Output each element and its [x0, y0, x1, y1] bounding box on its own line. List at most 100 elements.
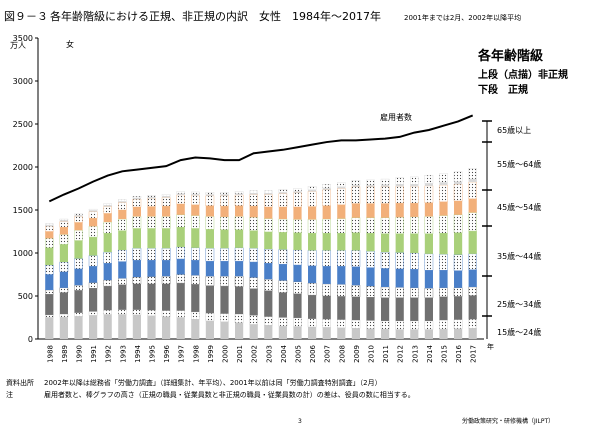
bar-segment — [205, 195, 215, 206]
bar-segment — [235, 261, 244, 277]
legend-line2: 下段 正規 — [478, 83, 528, 96]
bar-segment — [162, 228, 171, 249]
bar-segment — [132, 216, 142, 229]
bar-segment — [89, 237, 98, 256]
bar-segment — [45, 225, 54, 227]
x-tick-label: 1989 — [61, 345, 69, 363]
bar-segment — [176, 246, 185, 260]
bar-segment — [395, 177, 404, 185]
bar-segment — [410, 297, 419, 321]
bar-segment — [45, 223, 54, 226]
bar-segment — [220, 195, 229, 207]
bar-segment — [205, 216, 215, 230]
bar-segment — [74, 230, 83, 241]
bar-segment — [176, 310, 185, 318]
bar-segment — [89, 315, 98, 339]
bar-segment — [453, 287, 463, 297]
bar-segment — [74, 258, 83, 270]
bar-segment — [366, 285, 375, 298]
bar-segment — [235, 205, 244, 217]
x-tick-label: 1996 — [163, 344, 171, 362]
x-tick-label: 2001 — [236, 345, 244, 363]
bar-segment — [176, 259, 185, 275]
bar-segment — [45, 294, 54, 315]
bar-segment — [351, 180, 361, 186]
bar-segment — [205, 261, 214, 277]
bar-segment — [118, 284, 127, 310]
x-tick-label: 1994 — [134, 344, 142, 362]
x-tick-label: 2003 — [265, 345, 273, 363]
bar-segment — [278, 232, 287, 250]
x-tick-label: 1988 — [46, 345, 54, 363]
bar-segment — [468, 181, 477, 200]
bar-segment — [337, 188, 346, 206]
bar-segment — [454, 200, 463, 215]
y-tick-label: 3000 — [13, 77, 33, 86]
bar-segment — [351, 250, 361, 267]
bar-segment — [264, 316, 273, 326]
bar-segment — [74, 213, 83, 216]
bar-segment — [439, 296, 448, 321]
bar-segment — [366, 297, 375, 321]
note-text: 雇用者数と、棒グラフの高さ（正規の職員・従業員数と非正規の職員・従業員数の計）の… — [44, 390, 415, 399]
y-tick-label: 0 — [28, 335, 33, 344]
bar-segment — [366, 186, 375, 204]
bar-segment — [220, 206, 229, 217]
y-tick-label: 1500 — [13, 206, 33, 215]
bar-segment — [45, 274, 54, 290]
bar-segment — [147, 198, 156, 207]
x-tick-label: 2010 — [368, 345, 376, 363]
bar-segment — [278, 249, 288, 265]
bar-segment — [89, 266, 98, 283]
bar-segment — [132, 248, 142, 261]
bar-segment — [249, 190, 258, 194]
bar-segment — [439, 329, 448, 339]
x-tick-label: 2006 — [309, 344, 317, 362]
bar-segment — [103, 233, 112, 253]
bar-segment — [410, 329, 419, 339]
bar-segment — [45, 264, 54, 275]
x-tick-label: 1999 — [207, 345, 215, 363]
bar-segment — [205, 320, 214, 339]
bar-segment — [381, 203, 390, 218]
bar-segment — [424, 233, 433, 254]
bar-segment — [45, 314, 54, 318]
bar-segment — [249, 248, 258, 263]
bar-segment — [45, 226, 54, 232]
y-tick-label: 3500 — [13, 34, 33, 43]
bar-segment — [307, 250, 317, 267]
bar-segment — [205, 285, 214, 314]
bar-segment — [453, 214, 463, 233]
bar-segment — [410, 203, 419, 217]
bar-segment — [249, 217, 258, 231]
bar-segment — [220, 216, 229, 230]
bar-segment — [161, 248, 171, 261]
bar-segment — [410, 184, 419, 187]
x-tick-label: 2002 — [251, 345, 259, 363]
bar-segment — [381, 329, 390, 339]
bar-segment — [337, 296, 346, 320]
bar-segment — [424, 185, 434, 203]
panel-label: 女 — [66, 39, 74, 49]
bar-segment — [220, 276, 229, 287]
page-number: 3 — [298, 418, 302, 425]
bar-segment — [264, 193, 273, 195]
bar-segment — [322, 233, 331, 251]
bar-segment — [220, 194, 229, 196]
bar-segment — [424, 320, 434, 330]
bar-segment — [103, 286, 112, 311]
bar-segment — [162, 316, 171, 339]
bar-segment — [293, 265, 302, 282]
bar-segment — [264, 206, 273, 219]
bar-segment — [380, 320, 390, 330]
bar-segment — [293, 293, 302, 318]
x-tick-label: 1993 — [119, 345, 127, 363]
bar-segment — [439, 173, 448, 183]
bar-segment — [307, 219, 317, 234]
bar-segment — [59, 271, 68, 288]
x-tick-label: 1998 — [192, 345, 200, 363]
bar-segment — [264, 194, 273, 208]
bar-segment — [161, 310, 171, 317]
bar-segment — [88, 211, 98, 219]
bar-segment — [308, 295, 317, 319]
